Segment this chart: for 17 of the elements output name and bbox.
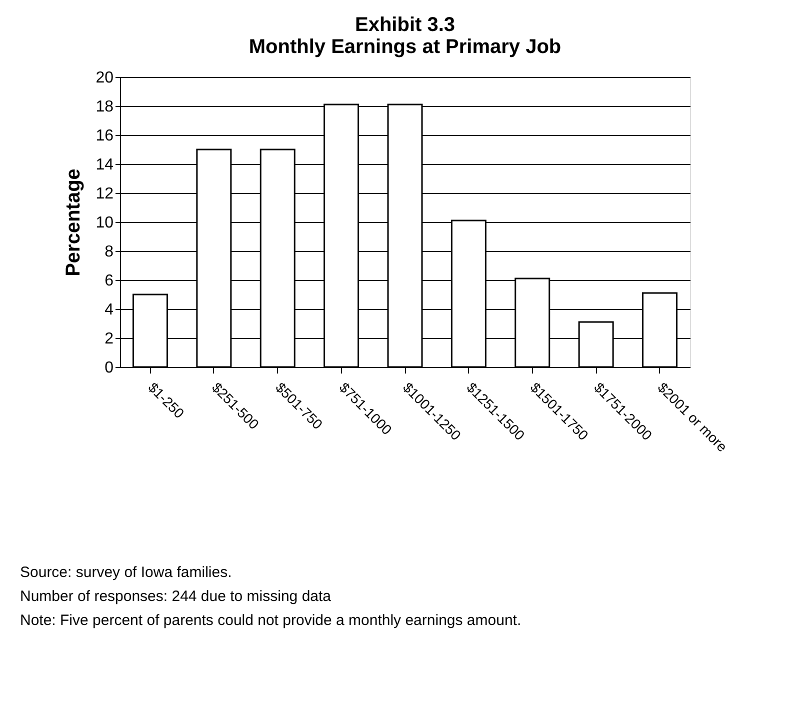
y-tick-label: 4 — [104, 302, 114, 318]
y-tick-label: 6 — [104, 272, 114, 290]
y-axis-title: Percentage — [62, 168, 85, 276]
y-tick-label: 12 — [96, 186, 114, 202]
y-tick-label: 16 — [96, 128, 114, 144]
text: Number of responses: 244 due to missing data — [20, 588, 332, 605]
y-tick-label: 18 — [96, 98, 114, 116]
text: Monthly Earnings at Primary Job — [248, 36, 562, 58]
text: Exhibit 3.3 — [354, 14, 456, 36]
y-tick-label: 20 — [96, 70, 114, 86]
y-tick-label: 14 — [96, 156, 114, 174]
y-tick-label: 2 — [104, 330, 114, 348]
y-tick-label: 10 — [96, 214, 114, 232]
source-note: Source: survey of Iowa families. — [20, 564, 232, 581]
y-tick-label: 0 — [104, 360, 114, 376]
y-tick-label: 8 — [104, 244, 114, 260]
text: Note: Five percent of parents could not provide a monthly earnings amount. — [20, 612, 522, 629]
